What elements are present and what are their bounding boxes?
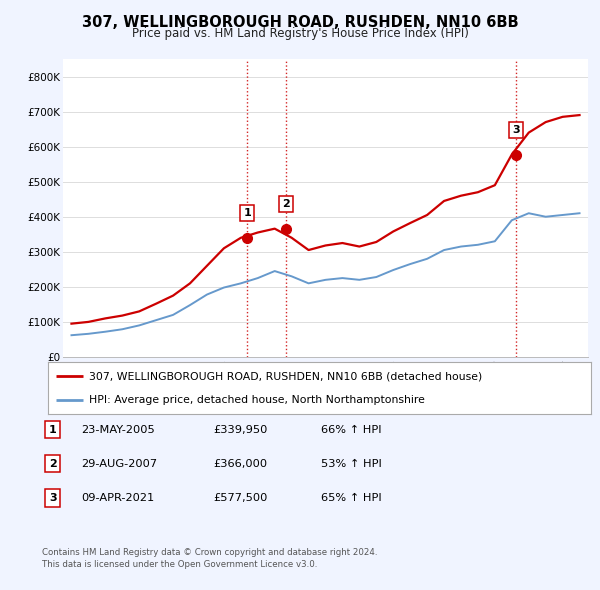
- Text: 307, WELLINGBOROUGH ROAD, RUSHDEN, NN10 6BB (detached house): 307, WELLINGBOROUGH ROAD, RUSHDEN, NN10 …: [89, 371, 482, 381]
- Text: 1: 1: [244, 208, 251, 218]
- Text: 3: 3: [512, 125, 520, 135]
- Text: 66% ↑ HPI: 66% ↑ HPI: [321, 425, 382, 434]
- Text: £339,950: £339,950: [213, 425, 268, 434]
- Text: 65% ↑ HPI: 65% ↑ HPI: [321, 493, 382, 503]
- Text: This data is licensed under the Open Government Licence v3.0.: This data is licensed under the Open Gov…: [42, 560, 317, 569]
- Text: 29-AUG-2007: 29-AUG-2007: [81, 459, 157, 468]
- Text: Contains HM Land Registry data © Crown copyright and database right 2024.: Contains HM Land Registry data © Crown c…: [42, 548, 377, 557]
- Text: 3: 3: [49, 493, 56, 503]
- Text: HPI: Average price, detached house, North Northamptonshire: HPI: Average price, detached house, Nort…: [89, 395, 425, 405]
- Text: 09-APR-2021: 09-APR-2021: [81, 493, 154, 503]
- Text: 2: 2: [49, 459, 56, 468]
- Text: 1: 1: [49, 425, 56, 434]
- Text: 23-MAY-2005: 23-MAY-2005: [81, 425, 155, 434]
- Text: 307, WELLINGBOROUGH ROAD, RUSHDEN, NN10 6BB: 307, WELLINGBOROUGH ROAD, RUSHDEN, NN10 …: [82, 15, 518, 30]
- Text: £366,000: £366,000: [213, 459, 267, 468]
- Text: 2: 2: [282, 199, 290, 209]
- Text: Price paid vs. HM Land Registry's House Price Index (HPI): Price paid vs. HM Land Registry's House …: [131, 27, 469, 40]
- Text: £577,500: £577,500: [213, 493, 268, 503]
- Text: 53% ↑ HPI: 53% ↑ HPI: [321, 459, 382, 468]
